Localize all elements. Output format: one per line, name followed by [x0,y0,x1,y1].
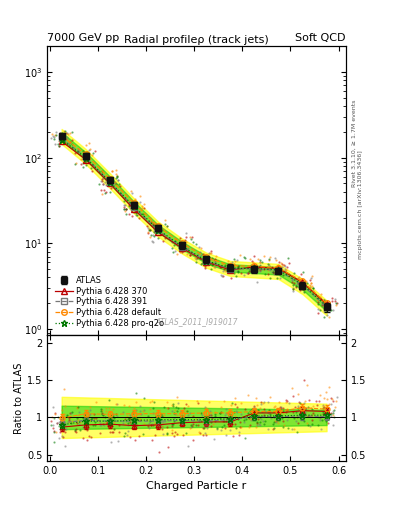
Text: mcplots.cern.ch [arXiv:1306.3436]: mcplots.cern.ch [arXiv:1306.3436] [358,151,363,259]
Text: Rivet 3.1.10, ≥ 1.7M events: Rivet 3.1.10, ≥ 1.7M events [352,100,357,187]
X-axis label: Charged Particle r: Charged Particle r [146,481,247,491]
Title: Radial profileρ (track jets): Radial profileρ (track jets) [124,35,269,45]
Y-axis label: Ratio to ATLAS: Ratio to ATLAS [14,362,24,434]
Text: ATLAS_2011_I919017: ATLAS_2011_I919017 [155,317,238,327]
Text: Soft QCD: Soft QCD [296,33,346,43]
Legend: ATLAS, Pythia 6.428 370, Pythia 6.428 391, Pythia 6.428 default, Pythia 6.428 pr: ATLAS, Pythia 6.428 370, Pythia 6.428 39… [51,272,168,331]
Text: 7000 GeV pp: 7000 GeV pp [47,33,119,43]
